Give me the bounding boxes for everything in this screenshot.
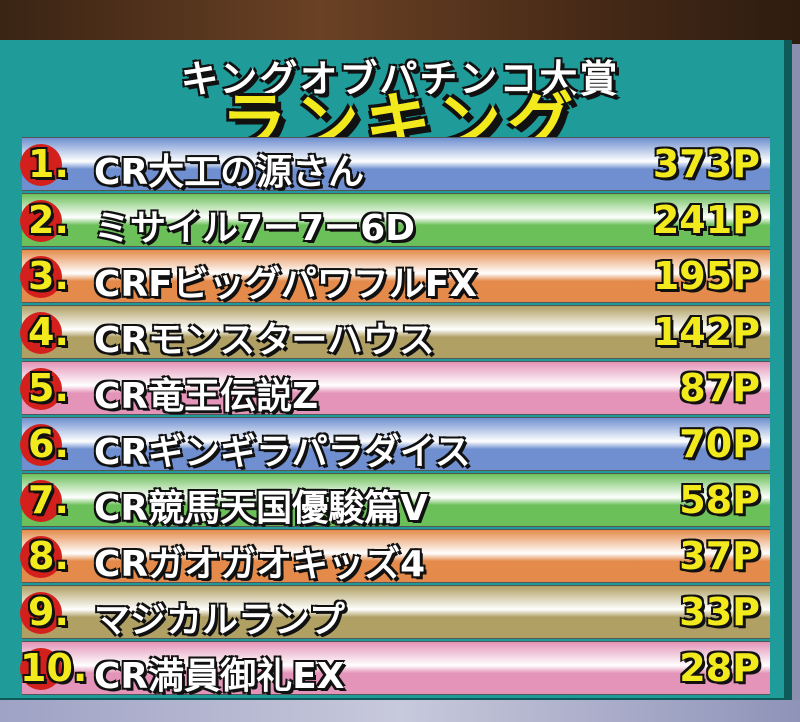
ranking-row: 8. CRガオガオキッズ4 37P bbox=[20, 529, 770, 585]
rank-number: 2. bbox=[28, 198, 69, 242]
ranking-row: 3. CRFビッグパワフルFX 195P bbox=[20, 249, 770, 305]
points: 142P bbox=[652, 310, 760, 354]
points: 195P bbox=[652, 254, 760, 298]
machine-name: CRガオガオキッズ4 bbox=[94, 544, 426, 585]
machine-name: CRモンスターハウス bbox=[94, 320, 435, 361]
rank-number: 9. bbox=[28, 590, 69, 634]
machine-name: CRFビッグパワフルFX bbox=[94, 264, 478, 305]
rank-circle bbox=[20, 256, 62, 298]
points: 58P bbox=[679, 478, 760, 522]
machine-name: CR満員御礼EX bbox=[94, 656, 345, 697]
background-top bbox=[0, 0, 800, 44]
rank-circle bbox=[20, 200, 62, 242]
award-subtitle: キングオブパチンコ大賞 bbox=[180, 57, 620, 101]
ranking-row: 2. ミサイル7ー7ー6D 241P bbox=[20, 193, 770, 249]
rank-circle bbox=[20, 536, 62, 578]
rank-circle bbox=[20, 144, 62, 186]
machine-name: ミサイル7ー7ー6D bbox=[94, 208, 416, 249]
points: 241P bbox=[652, 198, 760, 242]
points: 33P bbox=[679, 590, 760, 634]
rank-circle bbox=[20, 312, 62, 354]
rank-circle bbox=[20, 424, 62, 466]
machine-name: CR大工の源さん bbox=[94, 152, 365, 193]
points: 28P bbox=[679, 646, 760, 690]
background-bottom bbox=[0, 700, 800, 722]
machine-name: CRギンギラパラダイス bbox=[94, 432, 471, 473]
points: 373P bbox=[652, 142, 760, 186]
rank-number: 1. bbox=[28, 142, 69, 186]
rank-number: 10. bbox=[20, 646, 88, 690]
machine-name: CR競馬天国優駿篇V bbox=[94, 488, 429, 529]
points: 70P bbox=[679, 422, 760, 466]
rank-circle bbox=[20, 480, 62, 522]
points: 37P bbox=[679, 534, 760, 578]
rank-number: 4. bbox=[28, 310, 69, 354]
rank-circle bbox=[20, 592, 62, 634]
rank-number: 7. bbox=[28, 478, 69, 522]
ranking-row: 9. マジカルランプ 33P bbox=[20, 585, 770, 641]
ranking-row: 6. CRギンギラパラダイス 70P bbox=[20, 417, 770, 473]
rank-number: 8. bbox=[28, 534, 69, 578]
ranking-row: 10. CR満員御礼EX 28P bbox=[20, 641, 770, 697]
rank-number: 3. bbox=[28, 254, 69, 298]
points: 87P bbox=[679, 366, 760, 410]
ranking-row: 1. CR大工の源さん 373P bbox=[20, 137, 770, 193]
rank-number: 5. bbox=[28, 366, 69, 410]
ranking-row: 7. CR競馬天国優駿篇V 58P bbox=[20, 473, 770, 529]
rank-circle bbox=[20, 368, 62, 410]
ranking-list: 1. CR大工の源さん 373P 2. ミサイル7ー7ー6D 241P 3. CRFビッグ… bbox=[20, 137, 770, 697]
rank-number: 6. bbox=[28, 422, 69, 466]
machine-name: CR竜王伝説Z bbox=[94, 376, 319, 417]
ranking-row: 5. CR竜王伝説Z 87P bbox=[20, 361, 770, 417]
ranking-row: 4. CRモンスターハウス 142P bbox=[20, 305, 770, 361]
rank-circle bbox=[20, 648, 62, 690]
machine-name: マジカルランプ bbox=[94, 600, 345, 641]
